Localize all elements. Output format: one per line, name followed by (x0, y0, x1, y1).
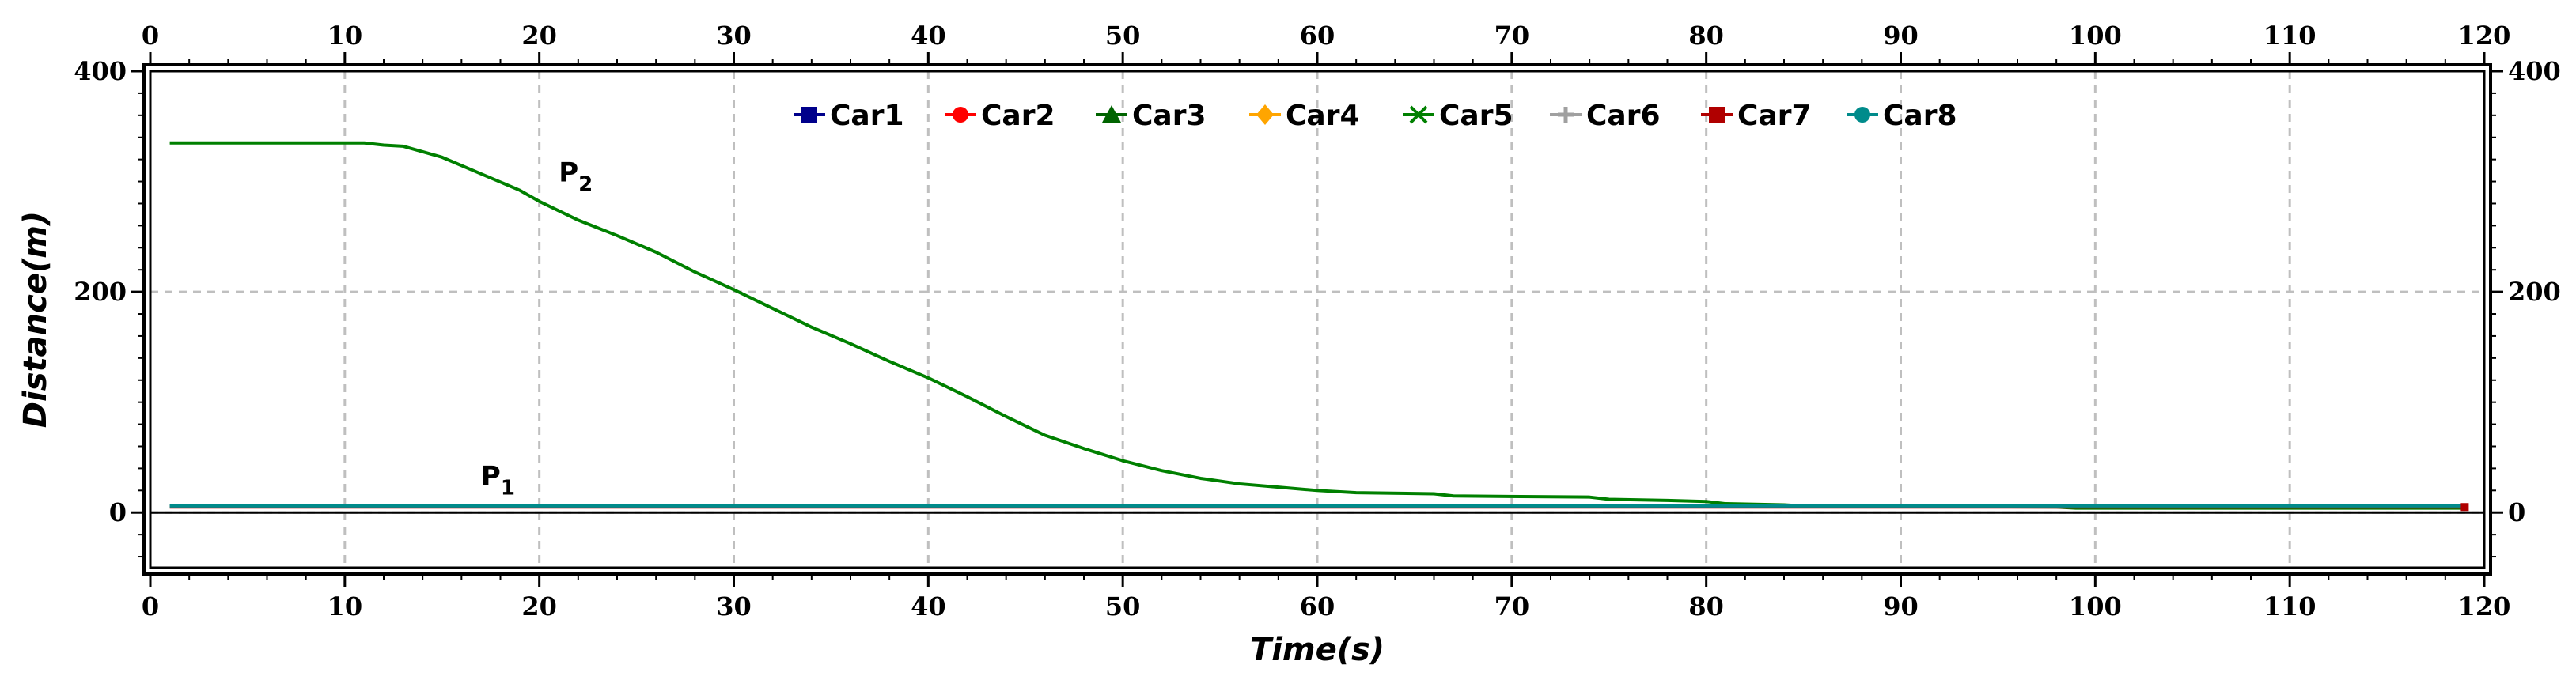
legend-item-car7: Car7 (1701, 100, 1812, 132)
series-group (169, 141, 2469, 512)
x-tick-label-bottom: 30 (716, 591, 752, 621)
x-tick-label-top: 100 (2069, 21, 2122, 51)
x-tick-label-top: 120 (2458, 21, 2511, 51)
y-tick-label-right: 200 (2508, 277, 2561, 307)
annotations: P1 P2 (481, 157, 593, 501)
x-tick-label-bottom: 0 (142, 591, 159, 621)
y-axis-title: Distance(m) (17, 211, 54, 428)
legend-label-car5: Car5 (1439, 100, 1513, 132)
x-tick-label-top: 0 (142, 21, 159, 51)
y-tick-label-right: 400 (2508, 56, 2561, 86)
legend-item-car4: Car4 (1249, 100, 1360, 132)
legend: Car1 Car2 Car3 Car4 Car5 Car6 Car7 Car8 (794, 100, 1957, 132)
legend-label-car1: Car1 (830, 100, 904, 132)
legend-swatch-marker (1558, 107, 1574, 123)
x-tick-label-bottom: 110 (2263, 591, 2317, 621)
y-tick-label-right: 0 (2508, 497, 2525, 527)
legend-item-car2: Car2 (945, 100, 1055, 132)
legend-label-car8: Car8 (1883, 100, 1957, 132)
inner-frame (149, 70, 2486, 569)
legend-swatch-marker (953, 107, 968, 123)
legend-item-car3: Car3 (1096, 100, 1207, 132)
annotation-p1: P1 (481, 460, 515, 500)
legend-swatch-marker (801, 107, 817, 123)
series-car7-end-marker (2460, 503, 2469, 512)
x-tick-label-top: 20 (521, 21, 557, 51)
x-tick-label-bottom: 120 (2458, 591, 2511, 621)
legend-item-car5: Car5 (1403, 100, 1513, 132)
x-tick-label-top: 60 (1300, 21, 1335, 51)
x-tick-label-bottom: 100 (2069, 591, 2122, 621)
x-tick-label-top: 90 (1883, 21, 1919, 51)
y-tick-label-left: 200 (74, 277, 127, 307)
legend-swatch-marker (1709, 107, 1725, 123)
legend-item-car6: Car6 (1550, 100, 1661, 132)
x-tick-label-bottom: 90 (1883, 591, 1919, 621)
y-tick-label-left: 0 (109, 497, 127, 527)
x-tick-label-bottom: 70 (1494, 591, 1530, 621)
legend-label-car7: Car7 (1737, 100, 1812, 132)
legend-label-car3: Car3 (1132, 100, 1207, 132)
legend-swatch-marker (1256, 104, 1274, 125)
grid (150, 71, 2484, 568)
x-tick-label-top: 110 (2263, 21, 2317, 51)
x-tick-label-top: 10 (328, 21, 363, 51)
x-tick-label-top: 30 (716, 21, 752, 51)
x-axis-title: Time(s) (1250, 632, 1385, 668)
legend-label-car2: Car2 (981, 100, 1055, 132)
x-tick-label-bottom: 80 (1688, 591, 1724, 621)
annotation-p2: P2 (559, 157, 593, 197)
y-tick-label-left: 400 (74, 56, 127, 86)
x-tick-label-top: 70 (1494, 21, 1530, 51)
x-tick-label-bottom: 20 (521, 591, 557, 621)
legend-swatch-marker (1854, 107, 1870, 123)
x-tick-label-top: 80 (1688, 21, 1724, 51)
annotation-subscript: 1 (501, 476, 515, 500)
legend-swatch-marker (1102, 105, 1121, 123)
x-tick-label-bottom: 10 (328, 591, 363, 621)
x-tick-label-top: 40 (911, 21, 946, 51)
x-tick-label-bottom: 60 (1300, 591, 1335, 621)
annotation-subscript: 2 (578, 173, 593, 197)
legend-label-car6: Car6 (1586, 100, 1661, 132)
series-car5-line (169, 141, 2465, 510)
legend-item-car8: Car8 (1847, 100, 1957, 132)
legend-swatch-marker (1409, 105, 1428, 124)
legend-label-car4: Car4 (1286, 100, 1360, 132)
x-tick-label-bottom: 40 (911, 591, 946, 621)
x-tick-label-top: 50 (1105, 21, 1141, 51)
legend-item-car1: Car1 (794, 100, 904, 132)
x-tick-label-bottom: 50 (1105, 591, 1141, 621)
ticks: 0010102020303040405050606070708080909010… (74, 21, 2561, 621)
